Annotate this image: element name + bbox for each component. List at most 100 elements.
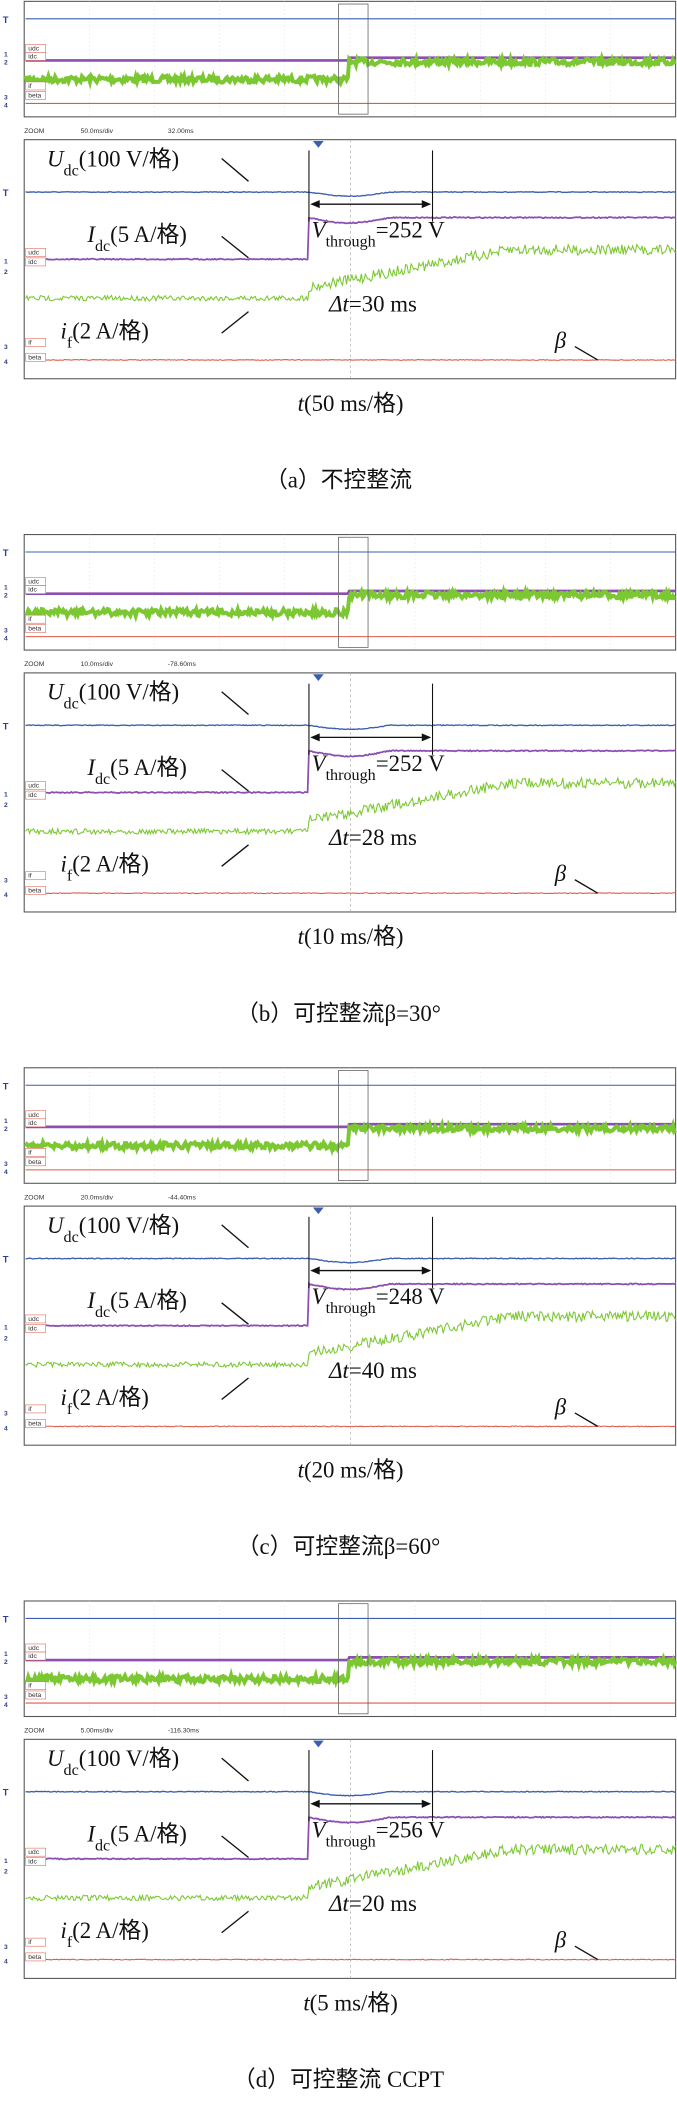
channel-name: beta [28,1692,41,1699]
subscript: f [67,1934,73,1951]
subscript: f [67,867,73,884]
channel-box [25,1404,46,1414]
channel-marker: 1 [4,585,8,592]
leader-line [221,1757,249,1782]
channel-box [25,1690,46,1700]
symbol: Δt [328,1358,349,1383]
channel-name: beta [28,626,41,633]
channel-box [25,1157,46,1167]
caption: （a）不控整流 [265,468,412,493]
channel-name: beta [28,1159,41,1166]
leader-line [221,1377,249,1401]
unit: (5 A/格) [110,1821,187,1846]
symbol: t [303,1991,310,2016]
vthrough-label: Vthrough=248 V [312,1284,445,1317]
zoom-scale: 10.0ms/div [81,661,114,668]
channel-marker: 1 [4,1651,8,1658]
value: =28 ms [349,825,417,850]
udc-trace [25,724,676,731]
symbol: U [47,1213,65,1238]
leader-line [574,1945,599,1961]
if-trace [25,1842,677,1903]
channel-box [25,257,46,267]
channel-box [25,1651,46,1661]
channel-name: beta [28,1421,41,1428]
vthrough-label: Vthrough=252 V [312,218,445,251]
channel-marker: 3 [4,877,8,884]
symbol: i [60,852,66,877]
channel-box [25,585,46,594]
if-label: if(2 A/格) [60,1918,148,1950]
idc-trace [25,1815,677,1861]
channel-box [25,886,46,895]
time-label: t(50 ms/格) [298,391,404,416]
channel-name: if [28,616,31,623]
if-label: if(2 A/格) [60,1385,148,1417]
udc-label: Udc(100 V/格) [47,147,179,180]
channel-marker: 1 [4,258,8,265]
caption: （b）可控整流β=30° [236,1001,441,1026]
beta-trace [25,1425,676,1428]
beta-trace [25,892,676,895]
channel-name: udc [28,1316,39,1323]
channel-marker: 2 [4,269,8,276]
channel-name: if [28,83,31,90]
channel-box [25,1118,46,1128]
leader-line [221,844,249,867]
channel-box [25,781,46,791]
subscript: dc [64,695,79,712]
channel-marker: 1 [4,1118,8,1125]
channel-name: beta [28,1954,41,1961]
zoom-frame [23,1738,677,1979]
channel-marker: 4 [4,102,8,109]
symbol: I [86,1821,96,1846]
subscript: dc [64,162,79,179]
channel-marker: 1 [4,791,8,798]
symbol: i [60,1918,66,1943]
idc-trace [25,215,676,261]
channel-marker: 1 [4,51,8,58]
trigger-arrow [312,674,324,681]
if-overview [23,1117,677,1157]
symbol: i [60,1385,66,1410]
leader-line [221,691,249,716]
channel-box [25,624,46,633]
subscript: dc [64,1228,79,1245]
channel-name: if [28,1683,31,1690]
beta-label: β [554,328,567,353]
channel-marker: 3 [4,1944,8,1951]
if-trace [25,1309,677,1369]
channel-name: udc [28,783,39,790]
channel-marker: 4 [4,636,8,643]
leader-line [221,769,249,792]
symbol: Δt [328,292,349,317]
unit: (2 A/格) [72,1918,149,1943]
value: =248 V [376,1284,445,1309]
udc-trace [25,190,676,198]
channel-box [25,1419,46,1428]
channel-name: if [28,1149,31,1156]
leader-line [221,1224,249,1249]
value: =256 V [376,1817,445,1842]
channel-name: idc [28,53,37,60]
if-trace [25,775,677,836]
symbol: I [86,222,96,247]
symbol: V [312,751,329,776]
channel-marker: 1 [4,1325,8,1332]
zoom-frame [23,672,677,913]
symbol: I [86,755,96,780]
zoom-frame [23,139,677,380]
channel-name: idc [28,1653,37,1660]
trigger-arrow [312,141,324,148]
trigger-marker: T [3,14,9,25]
leader-line [221,157,249,182]
symbol: U [47,680,65,705]
channel-marker: 2 [4,1659,8,1666]
channel-name: if [28,873,31,880]
channel-name: if [28,1939,31,1946]
symbol: V [312,1817,329,1842]
trigger-window [338,536,369,648]
unit: (2 A/格) [72,318,149,343]
